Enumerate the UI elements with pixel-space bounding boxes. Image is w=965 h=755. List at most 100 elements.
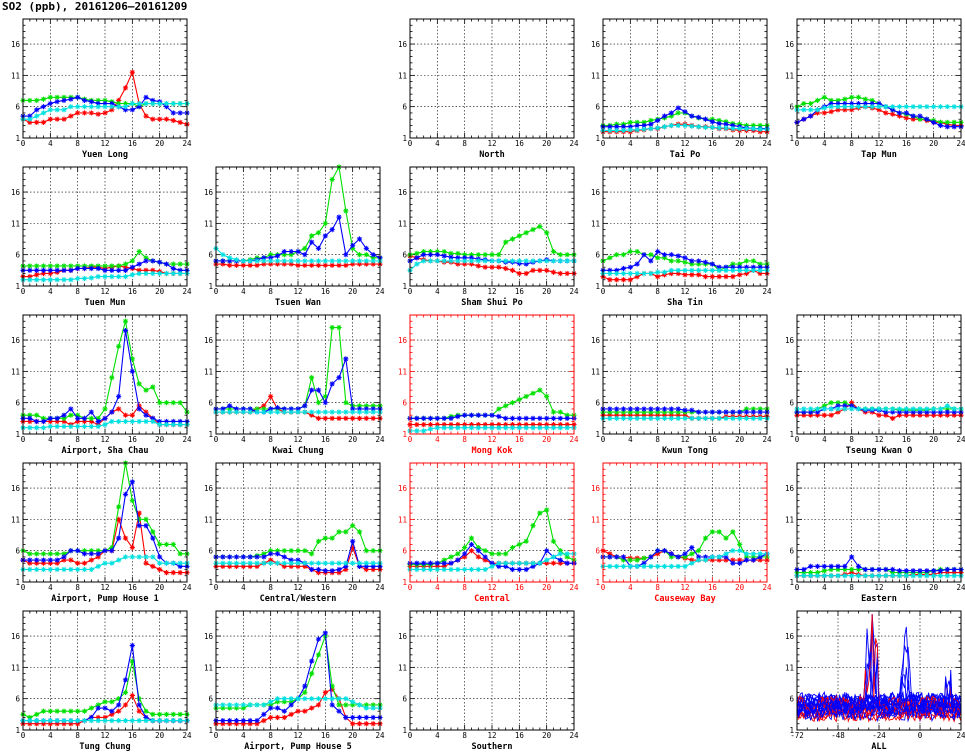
data-point (240, 705, 246, 711)
data-point (47, 94, 53, 100)
data-point (614, 277, 620, 283)
data-point (607, 551, 613, 557)
panel-frame (22, 166, 188, 287)
data-point (924, 104, 930, 110)
data-point (233, 718, 240, 724)
data-point (88, 705, 94, 711)
y-tick-label: 11 (11, 367, 20, 376)
x-tick-label: 24 (956, 583, 965, 592)
data-point (240, 262, 246, 268)
data-point (363, 563, 369, 569)
x-tick-label: 16 (708, 139, 718, 148)
data-point (682, 272, 688, 278)
data-point (634, 557, 640, 563)
data-point (75, 412, 81, 418)
data-point (814, 570, 821, 576)
data-point (177, 270, 183, 277)
data-point (136, 381, 142, 387)
x-tick-label: 20 (348, 435, 358, 444)
data-point (414, 422, 420, 428)
data-point (896, 406, 903, 412)
data-point (849, 566, 855, 573)
x-tick-label: 8 (268, 583, 273, 592)
data-point (220, 702, 226, 708)
x-tick-label: 24 (375, 435, 385, 444)
data-point (288, 699, 294, 705)
data-point (302, 560, 308, 566)
x-tick-label: 12 (874, 139, 883, 148)
data-point (281, 248, 287, 255)
data-point (288, 560, 294, 566)
data-point (655, 548, 661, 554)
data-point (309, 233, 315, 239)
data-point (143, 718, 149, 724)
data-point (496, 422, 502, 428)
data-point (268, 548, 274, 554)
data-point (737, 264, 743, 270)
x-tick-label: 4 (48, 731, 53, 740)
data-point (523, 230, 529, 236)
x-tick-label: 12 (487, 287, 496, 296)
panel-frame (409, 314, 575, 435)
data-point (655, 274, 661, 280)
data-point (102, 406, 108, 412)
data-point (441, 253, 447, 259)
data-point (475, 554, 481, 560)
data-point (322, 409, 328, 415)
data-point (620, 557, 627, 563)
data-point (95, 705, 101, 711)
data-point (136, 702, 142, 708)
data-point (143, 387, 149, 393)
data-point (550, 415, 557, 421)
data-point (475, 258, 481, 264)
data-point (116, 504, 122, 510)
data-point (54, 418, 60, 425)
data-point (682, 109, 688, 115)
data-point (550, 409, 557, 415)
data-point (835, 403, 841, 409)
data-point (254, 262, 260, 268)
data-point (68, 104, 74, 110)
data-point (254, 406, 260, 412)
panel-title: Kwun Tong (662, 446, 708, 456)
data-point (322, 535, 328, 541)
data-point (102, 97, 108, 104)
data-point (730, 560, 736, 566)
data-point (757, 554, 763, 560)
data-point (482, 252, 488, 258)
data-point (627, 248, 633, 255)
data-point (468, 541, 475, 548)
x-tick-label: 8 (655, 287, 660, 296)
data-point (855, 566, 862, 573)
data-point (862, 406, 868, 412)
y-tick-label: 6 (208, 251, 213, 260)
data-point (254, 702, 260, 708)
data-point (842, 573, 848, 579)
data-point (924, 116, 930, 122)
data-point (835, 566, 841, 573)
data-point (821, 568, 827, 574)
data-point (550, 538, 557, 544)
data-point (61, 415, 67, 421)
data-point (81, 110, 88, 116)
data-point (329, 686, 335, 692)
y-tick-label: 11 (398, 515, 407, 524)
data-point (757, 557, 763, 563)
data-point (47, 107, 53, 113)
data-point (227, 721, 233, 727)
data-point (750, 557, 756, 563)
data-point (34, 560, 40, 566)
data-point (620, 127, 627, 134)
data-point (68, 548, 74, 554)
data-point (81, 265, 88, 272)
data-point (876, 412, 882, 418)
y-tick-label: 16 (11, 484, 21, 493)
x-tick-label: 12 (874, 583, 883, 592)
data-point (302, 689, 308, 696)
data-point (163, 560, 170, 566)
data-point (689, 261, 695, 267)
data-point (240, 554, 246, 560)
data-point (821, 110, 827, 116)
data-point (489, 560, 495, 566)
